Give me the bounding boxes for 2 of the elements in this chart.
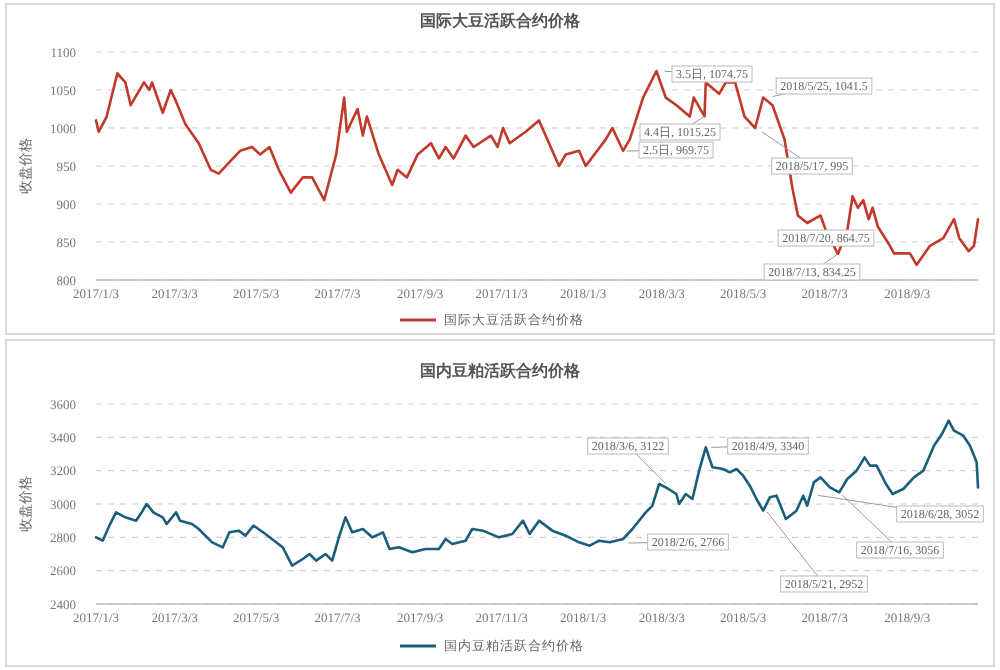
chart-title: 国际大豆活跃合约价格 — [420, 12, 582, 30]
chart-title: 国内豆粕活跃合约价格 — [420, 362, 582, 380]
